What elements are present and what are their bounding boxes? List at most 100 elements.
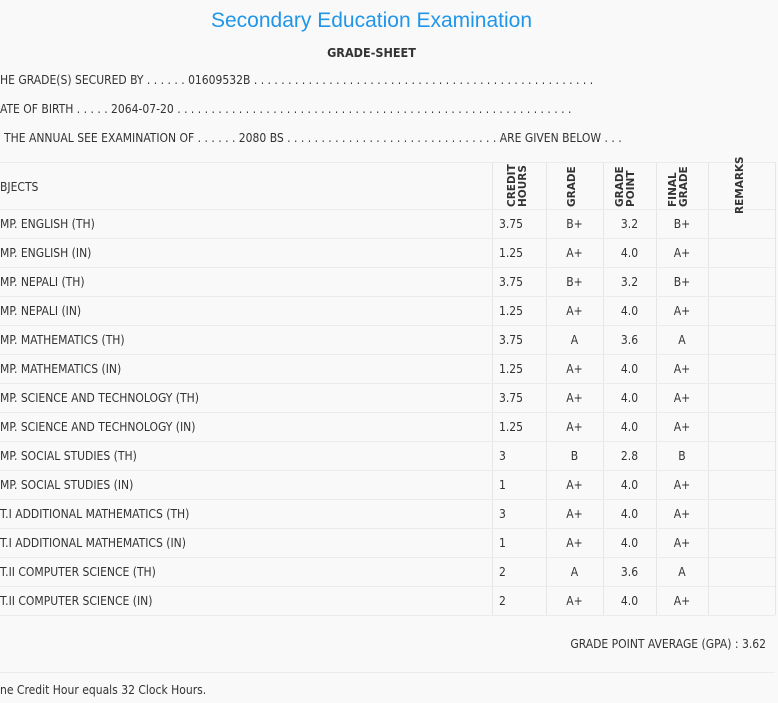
header-grade: GRADE: [566, 166, 578, 207]
final-grade: A+: [673, 536, 691, 550]
subject-name: T.I ADDITIONAL MATHEMATICS (IN): [0, 536, 186, 550]
row-divider: [0, 586, 775, 587]
row-divider: [0, 354, 775, 355]
exam-line: THE ANNUAL SEE EXAMINATION OF . . . . . …: [4, 131, 622, 145]
subject-name: MP. SCIENCE AND TECHNOLOGY (TH): [0, 391, 199, 405]
final-grade: A+: [673, 478, 691, 492]
credit-hours: 1: [499, 478, 506, 492]
grade: A+: [566, 478, 583, 492]
grade: B+: [566, 275, 583, 289]
subject-name: MP. ENGLISH (TH): [0, 217, 95, 231]
header-grade-point: GRADE POINT: [614, 166, 637, 207]
row-divider: [0, 238, 775, 239]
subject-name: T.II COMPUTER SCIENCE (IN): [0, 594, 153, 608]
footnote: ne Credit Hour equals 32 Clock Hours.: [0, 683, 207, 697]
final-grade: A+: [673, 507, 691, 521]
credit-hours: 3.75: [499, 333, 524, 347]
dob-line: ATE OF BIRTH . . . . . 2064-07-20 . . . …: [0, 102, 572, 116]
subject-name: T.II COMPUTER SCIENCE (TH): [0, 565, 156, 579]
credit-hours: 3.75: [499, 275, 524, 289]
credit-hours: 3: [499, 449, 506, 463]
final-grade: A: [678, 565, 686, 579]
row-divider: [0, 615, 775, 616]
column-divider: [775, 162, 776, 615]
grade-sheet-heading: GRADE-SHEET: [327, 45, 416, 60]
subject-name: MP. SOCIAL STUDIES (IN): [0, 478, 134, 492]
grade: B: [570, 449, 579, 463]
header-remarks: REMARKS: [734, 156, 746, 214]
header-final-grade: FINAL GRADE: [667, 166, 690, 207]
credit-hours: 1.25: [499, 246, 524, 260]
subject-name: MP. MATHEMATICS (TH): [0, 333, 125, 347]
subject-name: MP. ENGLISH (IN): [0, 246, 92, 260]
subject-name: MP. SCIENCE AND TECHNOLOGY (IN): [0, 420, 196, 434]
grade-point: 2.8: [620, 449, 639, 463]
final-grade: B+: [673, 217, 691, 231]
final-grade: A+: [673, 391, 691, 405]
credit-hours: 1: [499, 536, 506, 550]
grade-point: 4.0: [620, 420, 639, 434]
grade-point: 3.2: [620, 275, 639, 289]
header-credit-hours-line: HOURS: [517, 165, 529, 207]
header-grade-line: GRADE: [566, 166, 578, 207]
final-grade: B+: [673, 275, 691, 289]
grade-point: 4.0: [620, 478, 639, 492]
credit-hours: 1.25: [499, 420, 524, 434]
grade: A+: [566, 536, 583, 550]
subject-name: MP. MATHEMATICS (IN): [0, 362, 122, 376]
credit-hours: 2: [499, 565, 506, 579]
gpa-summary: GRADE POINT AVERAGE (GPA) : 3.62: [570, 637, 766, 651]
grade: A+: [566, 246, 583, 260]
header-grade-point-line: POINT: [625, 170, 637, 207]
grade: A: [570, 565, 579, 579]
column-divider: [708, 162, 709, 615]
grade-point: 3.2: [620, 217, 639, 231]
final-grade: A+: [673, 304, 691, 318]
credit-hours: 2: [499, 594, 506, 608]
secured-by-line: HE GRADE(S) SECURED BY . . . . . . 01609…: [0, 73, 594, 87]
final-grade: A+: [673, 420, 691, 434]
credit-hours: 3.75: [499, 391, 524, 405]
row-divider: [0, 267, 775, 268]
row-divider: [0, 412, 775, 413]
grade-point: 3.6: [620, 333, 639, 347]
column-divider: [656, 162, 657, 615]
grade: A+: [566, 304, 583, 318]
final-grade: A+: [673, 362, 691, 376]
grade: A+: [566, 594, 583, 608]
row-divider: [0, 296, 775, 297]
grade: A+: [566, 420, 583, 434]
grade: A: [570, 333, 579, 347]
page-title: Secondary Education Examination: [210, 9, 533, 32]
credit-hours: 1.25: [499, 304, 524, 318]
header-remarks-line: REMARKS: [734, 156, 746, 214]
grade-point: 4.0: [620, 304, 639, 318]
row-divider: [0, 209, 775, 210]
grade-point: 4.0: [620, 594, 639, 608]
grade-point: 3.6: [620, 565, 639, 579]
grade-point: 4.0: [620, 536, 639, 550]
credit-hours: 1.25: [499, 362, 524, 376]
grade-point: 4.0: [620, 362, 639, 376]
subject-name: MP. NEPALI (IN): [0, 304, 82, 318]
column-divider: [603, 162, 604, 615]
credit-hours: 3: [499, 507, 506, 521]
grade-point: 4.0: [620, 391, 639, 405]
final-grade: A+: [673, 246, 691, 260]
row-divider: [0, 162, 775, 163]
row-divider: [0, 383, 775, 384]
row-divider: [0, 499, 775, 500]
header-subjects: BJECTS: [0, 180, 39, 194]
row-divider: [0, 441, 775, 442]
row-divider: [0, 557, 775, 558]
header-final-grade-line: GRADE: [678, 166, 690, 207]
row-divider: [0, 528, 775, 529]
grade: A+: [566, 391, 583, 405]
subject-name: MP. NEPALI (TH): [0, 275, 85, 289]
grade: B+: [566, 217, 583, 231]
column-divider: [546, 162, 547, 615]
row-divider: [0, 325, 775, 326]
grade: A+: [566, 507, 583, 521]
final-grade: A+: [673, 594, 691, 608]
grade-point: 4.0: [620, 246, 639, 260]
